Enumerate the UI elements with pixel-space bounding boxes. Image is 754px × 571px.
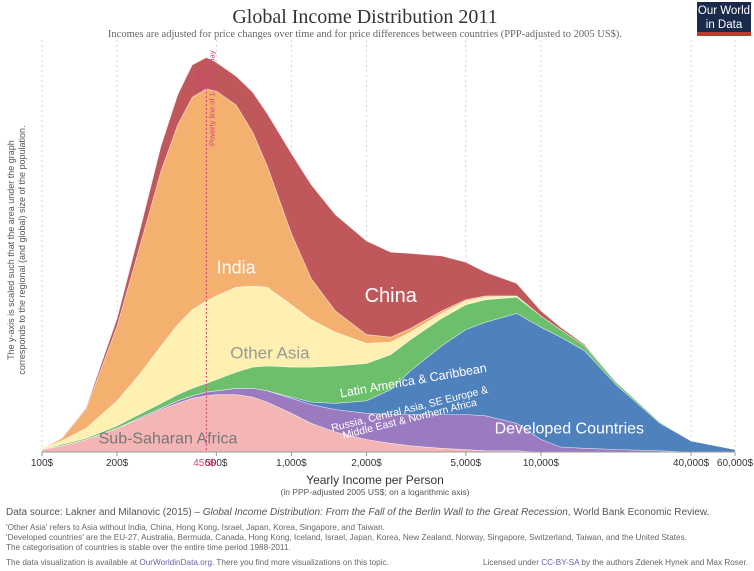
x-tick-label-7: 40,000$: [673, 458, 710, 469]
poverty-line-value: 456$: [195, 69, 206, 92]
license-prefix: Licensed under: [482, 558, 542, 567]
series-label-3: Developed Countries: [495, 420, 644, 437]
availability-note: The data visualization is available at O…: [6, 558, 389, 568]
poverty-line: 456$ Poverty line of 1.25$ per day: [195, 50, 216, 452]
x-axis-sublabel: (in PPP-adjusted 2005 US$; on a logarith…: [281, 487, 470, 497]
license-link[interactable]: CC-BY-SA: [541, 558, 580, 567]
x-tick-label-3: 1,000$: [276, 458, 307, 469]
x-tick-label-5: 5,000$: [451, 458, 482, 469]
series-label-0: Sub-Saharan Africa: [99, 430, 238, 447]
series-label-6: India: [217, 257, 257, 277]
data-source: Data source: Lakner and Milanovic (2015)…: [6, 507, 709, 519]
owid-logo[interactable]: Our World in Data: [697, 2, 751, 36]
availability-prefix: The data visualization is available at: [6, 558, 140, 567]
poverty-line-note: Poverty line of 1.25$ per day: [207, 50, 216, 146]
note-developed: 'Developed countries' are the EU-27, Aus…: [6, 533, 687, 542]
y-axis-label: The y-axis is scaled such that the area …: [6, 125, 27, 375]
series-label-7: China: [365, 285, 418, 307]
x-tick-label-2: 500$: [205, 458, 228, 469]
note-other-asia: 'Other Asia' refers to Asia without Indi…: [6, 523, 385, 532]
source-prefix: Data source: Lakner and Milanovic (2015)…: [6, 507, 203, 518]
stacked-areas: [41, 57, 736, 453]
area-series-6: [41, 57, 736, 450]
x-tick-label-1: 200$: [106, 458, 129, 469]
license-note: Licensed under CC-BY-SA by the authors Z…: [483, 558, 748, 567]
chart-subtitle: Incomes are adjusted for price changes o…: [108, 29, 622, 40]
x-tick-label-poverty: 456$: [193, 458, 216, 469]
source-title: Global Income Distribution: From the Fal…: [202, 507, 568, 518]
x-axis-label: Yearly Income per Person: [306, 473, 444, 487]
x-axis-ticks: 100$ 200$ 500$ 1,000$ 2,000$ 5,000$ 10,000$ 40,…: [31, 452, 754, 469]
x-tick-label-0: 100$: [31, 458, 54, 469]
x-tick-label-4: 2,000$: [351, 458, 382, 469]
chart-title: Global Income Distribution 2011: [232, 6, 497, 28]
y-axis-label-box: The y-axis is scaled such that the area …: [6, 125, 27, 375]
note-categorisation: The categorisation of countries is stabl…: [6, 543, 291, 552]
logo-line-2: in Data: [705, 19, 743, 31]
x-tick-label-6: 10,000$: [523, 458, 560, 469]
series-label-5: Other Asia: [230, 343, 310, 362]
x-tick-label-8: 60,000$: [717, 458, 754, 469]
owid-link[interactable]: OurWorldinData.org: [139, 558, 213, 567]
availability-suffix: . There you find more visualizations on …: [212, 558, 389, 567]
source-suffix: , World Bank Economic Review.: [567, 507, 710, 518]
logo-line-1: Our World: [697, 5, 751, 17]
license-suffix: by the authors Zdenek Hynek and Max Rose…: [579, 558, 748, 567]
